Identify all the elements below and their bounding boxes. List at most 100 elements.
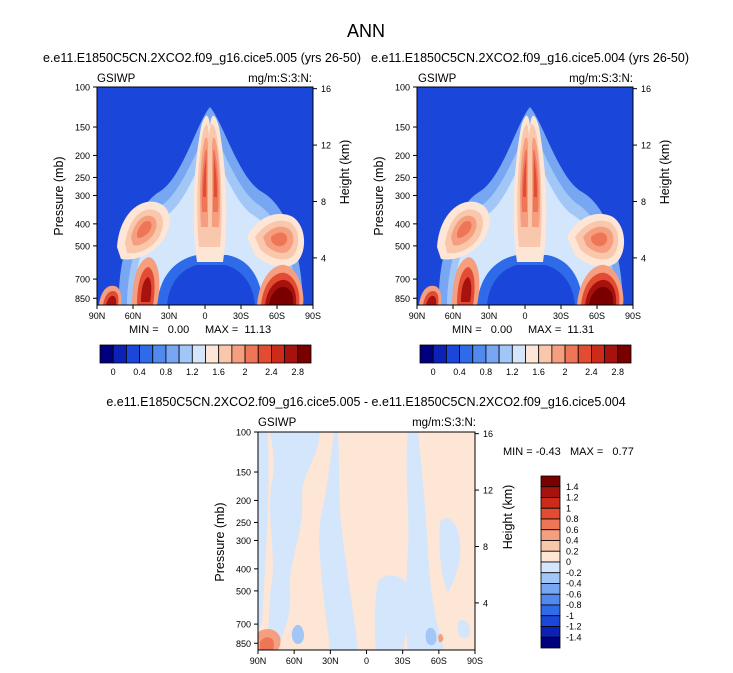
colorbar-box [244, 344, 259, 364]
panel-1: e.e11.E1850C5CN.2XCO2.f09_g16.cice5.005 … [43, 51, 361, 377]
panel-1-min: MIN = 0.00 [129, 324, 189, 336]
figure-title: ANN [347, 21, 385, 41]
x-tick-label: 30N [322, 656, 339, 666]
panel-1-ylabel: Pressure (mb) [52, 156, 66, 235]
colorbar-label: 0.4 [133, 367, 146, 377]
colorbar-box [540, 540, 561, 552]
x-tick-label: 60S [269, 311, 285, 321]
y-tick-label: 700 [395, 275, 410, 285]
panel-2-xticks: 90N 60N 30N 0 30S 60S 90S [409, 305, 641, 321]
colorbar-label: -0.6 [566, 589, 582, 599]
y-tick-label: 700 [75, 275, 90, 285]
y-tick-label: 150 [395, 123, 410, 133]
colorbar-label: -1.2 [566, 622, 582, 632]
colorbar-label: 1.6 [532, 367, 545, 377]
panel-2-yticks: 100 150 200 250 300 400 500 700 850 [395, 83, 417, 304]
colorbar-label: 1 [566, 503, 571, 513]
panel-3-left-label: GSIWP [258, 417, 297, 429]
panel-3-y2label: Height (km) [501, 485, 515, 550]
y-tick-label: 150 [236, 468, 251, 478]
x-tick-label: 30S [233, 311, 249, 321]
panel-1-max: MAX = 11.13 [205, 324, 271, 336]
panel-2-title: e.e11.E1850C5CN.2XCO2.f09_g16.cice5.004 … [371, 51, 689, 65]
y2-tick-label: 12 [483, 486, 493, 496]
y-tick-label: 400 [236, 564, 251, 574]
y-tick-label: 850 [236, 639, 251, 649]
panel-3-minmax: MIN = -0.43 MAX = 0.77 [503, 446, 634, 458]
x-tick-label: 30S [395, 656, 411, 666]
panel-1-yticks: 100 150 200 250 300 400 500 700 850 [75, 83, 97, 304]
colorbar-label: 2 [563, 367, 568, 377]
colorbar-box [472, 344, 487, 364]
x-tick-label: 30N [481, 311, 498, 321]
colorbar-box [191, 344, 206, 364]
y2-tick-label: 12 [321, 141, 331, 151]
x-tick-label: 0 [522, 311, 527, 321]
colorbar-box [617, 344, 632, 364]
panel-1-title: e.e11.E1850C5CN.2XCO2.f09_g16.cice5.005 … [43, 51, 361, 65]
colorbar-box [284, 344, 299, 364]
y-tick-label: 250 [395, 173, 410, 183]
y-tick-label: 250 [236, 518, 251, 528]
y2-tick-label: 4 [483, 598, 488, 608]
panel-3-y2ticks: 16 12 8 4 [475, 429, 493, 608]
y2-tick-label: 16 [321, 84, 331, 94]
colorbar-label: 0 [111, 367, 116, 377]
colorbar-label: 1.2 [186, 367, 199, 377]
y-tick-label: 500 [395, 241, 410, 251]
y-tick-label: 100 [236, 428, 251, 438]
colorbar-box [485, 344, 500, 364]
colorbar-box [257, 344, 272, 364]
panel-2-left-label: GSIWP [418, 73, 457, 85]
colorbar-box [540, 518, 561, 531]
panel-1-colorbar: 0 0.4 0.8 1.2 1.6 2 2.4 2.8 [99, 344, 312, 377]
colorbar-box [540, 497, 561, 509]
colorbar-label: 1.4 [566, 482, 579, 492]
x-tick-label: 60S [589, 311, 605, 321]
x-tick-label: 30S [553, 311, 569, 321]
colorbar-box [525, 344, 540, 364]
colorbar-box [271, 344, 286, 364]
colorbar-box [540, 636, 561, 649]
panel-1-y2label: Height (km) [338, 140, 352, 205]
colorbar-box [564, 344, 579, 364]
colorbar-label: -0.8 [566, 600, 582, 610]
colorbar-box [99, 344, 114, 364]
colorbar-label: 0.8 [566, 514, 579, 524]
y2-tick-label: 16 [483, 429, 493, 439]
colorbar-box [419, 344, 434, 364]
y2-tick-label: 8 [483, 542, 488, 552]
colorbar-box [498, 344, 513, 364]
colorbar-label: -0.2 [566, 568, 582, 578]
colorbar-box [540, 604, 561, 617]
y2-tick-label: 4 [321, 253, 326, 263]
panel-1-left-label: GSIWP [97, 73, 136, 85]
y-tick-label: 200 [75, 151, 90, 161]
colorbar-label: 2.4 [265, 367, 278, 377]
panel-1-right-label: mg/m:S:3:N: [248, 73, 312, 85]
colorbar-box [432, 344, 447, 364]
x-tick-label: 90N [250, 656, 267, 666]
panel-2-field [417, 87, 633, 305]
x-tick-label: 0 [202, 311, 207, 321]
colorbar-label: 0 [431, 367, 436, 377]
colorbar-label: 0 [566, 557, 571, 567]
colorbar-label: 2 [243, 367, 248, 377]
x-tick-label: 90S [467, 656, 483, 666]
colorbar-box [152, 344, 167, 364]
panel-3-title: e.e11.E1850C5CN.2XCO2.f09_g16.cice5.005 … [106, 395, 625, 409]
colorbar-box [205, 344, 220, 364]
x-tick-label: 90N [409, 311, 426, 321]
x-tick-label: 30N [161, 311, 178, 321]
panel-2: e.e11.E1850C5CN.2XCO2.f09_g16.cice5.004 … [371, 51, 689, 377]
colorbar-label: 0.2 [566, 546, 579, 556]
x-tick-label: 0 [364, 656, 369, 666]
panel-1-xticks: 90N 60N 30N 0 30S 60S 90S [89, 305, 321, 321]
colorbar-label: -0.4 [566, 579, 582, 589]
colorbar-box [125, 344, 140, 364]
y-tick-label: 300 [395, 191, 410, 201]
colorbar-box [540, 475, 561, 488]
colorbar-label: 2.8 [612, 367, 625, 377]
colorbar-label: 1.2 [566, 493, 579, 503]
panel-3: e.e11.E1850C5CN.2XCO2.f09_g16.cice5.005 … [106, 395, 634, 666]
